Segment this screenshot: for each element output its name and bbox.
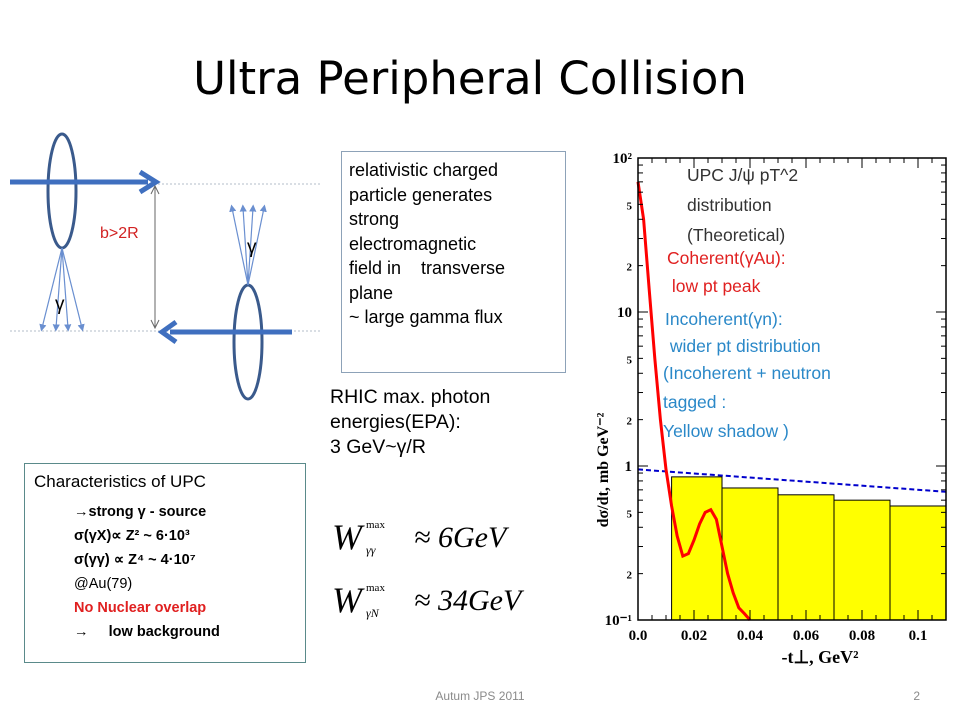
svg-text:W: W — [332, 580, 365, 620]
footer-text: Autum JPS 2011 — [435, 689, 525, 703]
gamma-right-label: γ — [247, 237, 257, 258]
characteristics-title: Characteristics of UPC — [34, 472, 206, 491]
incoherent-fit-line — [637, 468, 947, 493]
info-line: ~ large gamma flux — [349, 307, 503, 327]
page-number: 2 — [913, 689, 920, 703]
char-line-source: →strong γ - source — [74, 504, 207, 520]
y-tick-label: 10⁻¹ — [605, 613, 632, 629]
annotation-incoherent-line: wider pt distribution — [665, 336, 821, 356]
photon-rays-left — [39, 247, 85, 332]
x-tick-label: 0.1 — [909, 628, 928, 644]
formula-gamma-gamma: W max γγ ≈ 6GeV — [332, 517, 510, 557]
y-tick-label: 10² — [613, 151, 633, 167]
svg-text:W: W — [332, 517, 365, 557]
svg-text:γγ: γγ — [366, 543, 376, 557]
collision-diagram: b>2R γ γ — [10, 132, 320, 401]
rhic-line: RHIC max. photon — [330, 386, 491, 408]
annotation-incoherent-line: Incoherent(γn): — [665, 309, 783, 329]
annotation-title-line: (Theoretical) — [687, 225, 785, 245]
beam-arrowhead-left — [157, 319, 178, 345]
incoherent-bin — [721, 487, 779, 621]
beam-arrowhead-right — [138, 169, 161, 195]
y-tick-label: 1 — [625, 459, 633, 475]
annotation-coherent-line: Coherent(γAu): — [667, 248, 786, 268]
y-tick-label: 5 — [627, 354, 633, 366]
rhic-line: 3 GeV~γ/R — [330, 436, 426, 458]
info-box: relativistic charged particle generates … — [341, 151, 566, 373]
incoherent-bin — [777, 494, 835, 621]
svg-text:max: max — [366, 519, 385, 531]
y-axis-label: dσ/dt, mb GeV⁻² — [595, 412, 612, 527]
annotation-coherent-line: low pt peak — [667, 276, 761, 296]
info-line: plane — [349, 282, 394, 303]
incoherent-bins-group — [671, 476, 947, 621]
char-line-au: @Au(79) — [74, 576, 133, 592]
svg-text:≈ 34GeV: ≈ 34GeV — [414, 584, 525, 617]
annotation-title-line: distribution — [687, 195, 772, 215]
y-tick-label: 5 — [627, 200, 633, 212]
info-line: strong — [349, 209, 400, 229]
y-tick-label: 10 — [617, 305, 632, 321]
char-line-no-overlap: No Nuclear overlap — [74, 600, 207, 616]
x-tick-label: 0.0 — [629, 628, 648, 644]
formula-gamma-nucleon: W max γN ≈ 34GeV — [332, 580, 525, 620]
impact-parameter-label: b>2R — [100, 225, 139, 242]
char-line-cross-section-gg: σ(γγ) ∝ Z⁴ ~ 4·10⁷ — [74, 552, 196, 568]
rhic-line: energies(EPA): — [330, 411, 461, 433]
rhic-energy-text: RHIC max. photon energies(EPA): 3 GeV~γ/… — [330, 385, 490, 460]
gamma-left-label: γ — [55, 294, 65, 315]
y-tick-label: 2 — [627, 262, 633, 274]
photon-rays-right — [229, 204, 267, 286]
annotation-incoherent-line: (Incoherent + neutron — [663, 363, 831, 383]
annotation-incoherent-line: Yellow shadow ) — [663, 421, 789, 441]
x-tick-labels: 0.0 0.02 0.04 0.06 0.08 0.1 — [629, 628, 928, 644]
incoherent-bin — [833, 499, 891, 621]
x-tick-label: 0.02 — [681, 628, 707, 644]
y-tick-label: 2 — [627, 416, 633, 428]
max-energy-formulas: W max γγ ≈ 6GeV W max γN ≈ 34GeV — [332, 517, 525, 620]
info-line: electromagnetic — [349, 233, 477, 254]
info-line: relativistic charged — [349, 160, 499, 180]
svg-text:≈ 6GeV: ≈ 6GeV — [414, 521, 510, 554]
annotation-title-line: UPC J/ψ pT^2 — [687, 165, 798, 185]
y-tick-label: 5 — [627, 508, 633, 520]
chart-ticks — [637, 157, 947, 621]
slide-title: Ultra Peripheral Collision — [193, 52, 747, 105]
x-tick-label: 0.06 — [793, 628, 820, 644]
y-tick-labels: 10⁻¹ 2 5 1 2 5 10 2 5 10² — [605, 151, 633, 629]
char-line-cross-section-gx: σ(γX)∝ Z² ~ 6·10³ — [74, 528, 190, 544]
characteristics-box: Characteristics of UPC →strong γ - sourc… — [24, 463, 306, 663]
x-axis-label: -t⊥, GeV² — [781, 647, 858, 667]
char-line-low-background: → low background — [74, 624, 220, 640]
nucleus-left-ellipse — [46, 132, 78, 250]
x-tick-label: 0.08 — [849, 628, 875, 644]
nucleus-right-ellipse — [232, 283, 264, 401]
coherent-curve — [636, 181, 752, 621]
incoherent-bin — [889, 505, 947, 621]
info-line: particle generates — [349, 184, 493, 205]
x-tick-label: 0.04 — [737, 628, 764, 644]
info-line: field in transverse — [349, 258, 506, 278]
y-tick-label: 2 — [627, 570, 633, 582]
annotation-incoherent-line: tagged : — [663, 392, 726, 412]
svg-text:max: max — [366, 582, 385, 594]
svg-text:γN: γN — [366, 606, 380, 620]
